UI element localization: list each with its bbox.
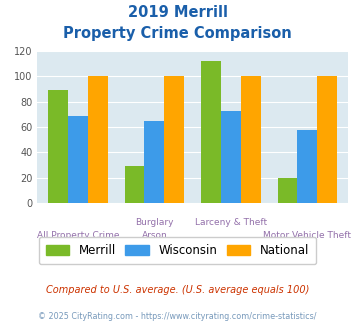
Bar (88, 77, 108, 203)
Text: All Property Crime: All Property Crime (37, 231, 119, 240)
Bar (278, 178, 297, 203)
Bar (48, 90, 68, 203)
Bar (241, 77, 261, 203)
Text: Arson: Arson (141, 231, 167, 240)
Text: © 2025 CityRating.com - https://www.cityrating.com/crime-statistics/: © 2025 CityRating.com - https://www.city… (38, 312, 317, 321)
Text: Burglary: Burglary (135, 218, 174, 227)
Bar (201, 61, 221, 203)
Text: Larceny & Theft: Larceny & Theft (195, 218, 267, 227)
Bar (297, 130, 317, 203)
Text: Property Crime Comparison: Property Crime Comparison (63, 26, 292, 41)
Text: Motor Vehicle Theft: Motor Vehicle Theft (263, 231, 351, 240)
Bar (144, 121, 164, 203)
Bar (221, 111, 241, 203)
Bar (164, 77, 184, 203)
Text: Compared to U.S. average. (U.S. average equals 100): Compared to U.S. average. (U.S. average … (46, 285, 309, 295)
Bar (68, 116, 88, 203)
Bar (125, 166, 144, 203)
Legend: Merrill, Wisconsin, National: Merrill, Wisconsin, National (39, 237, 316, 264)
Bar (317, 77, 337, 203)
Text: 2019 Merrill: 2019 Merrill (127, 5, 228, 20)
